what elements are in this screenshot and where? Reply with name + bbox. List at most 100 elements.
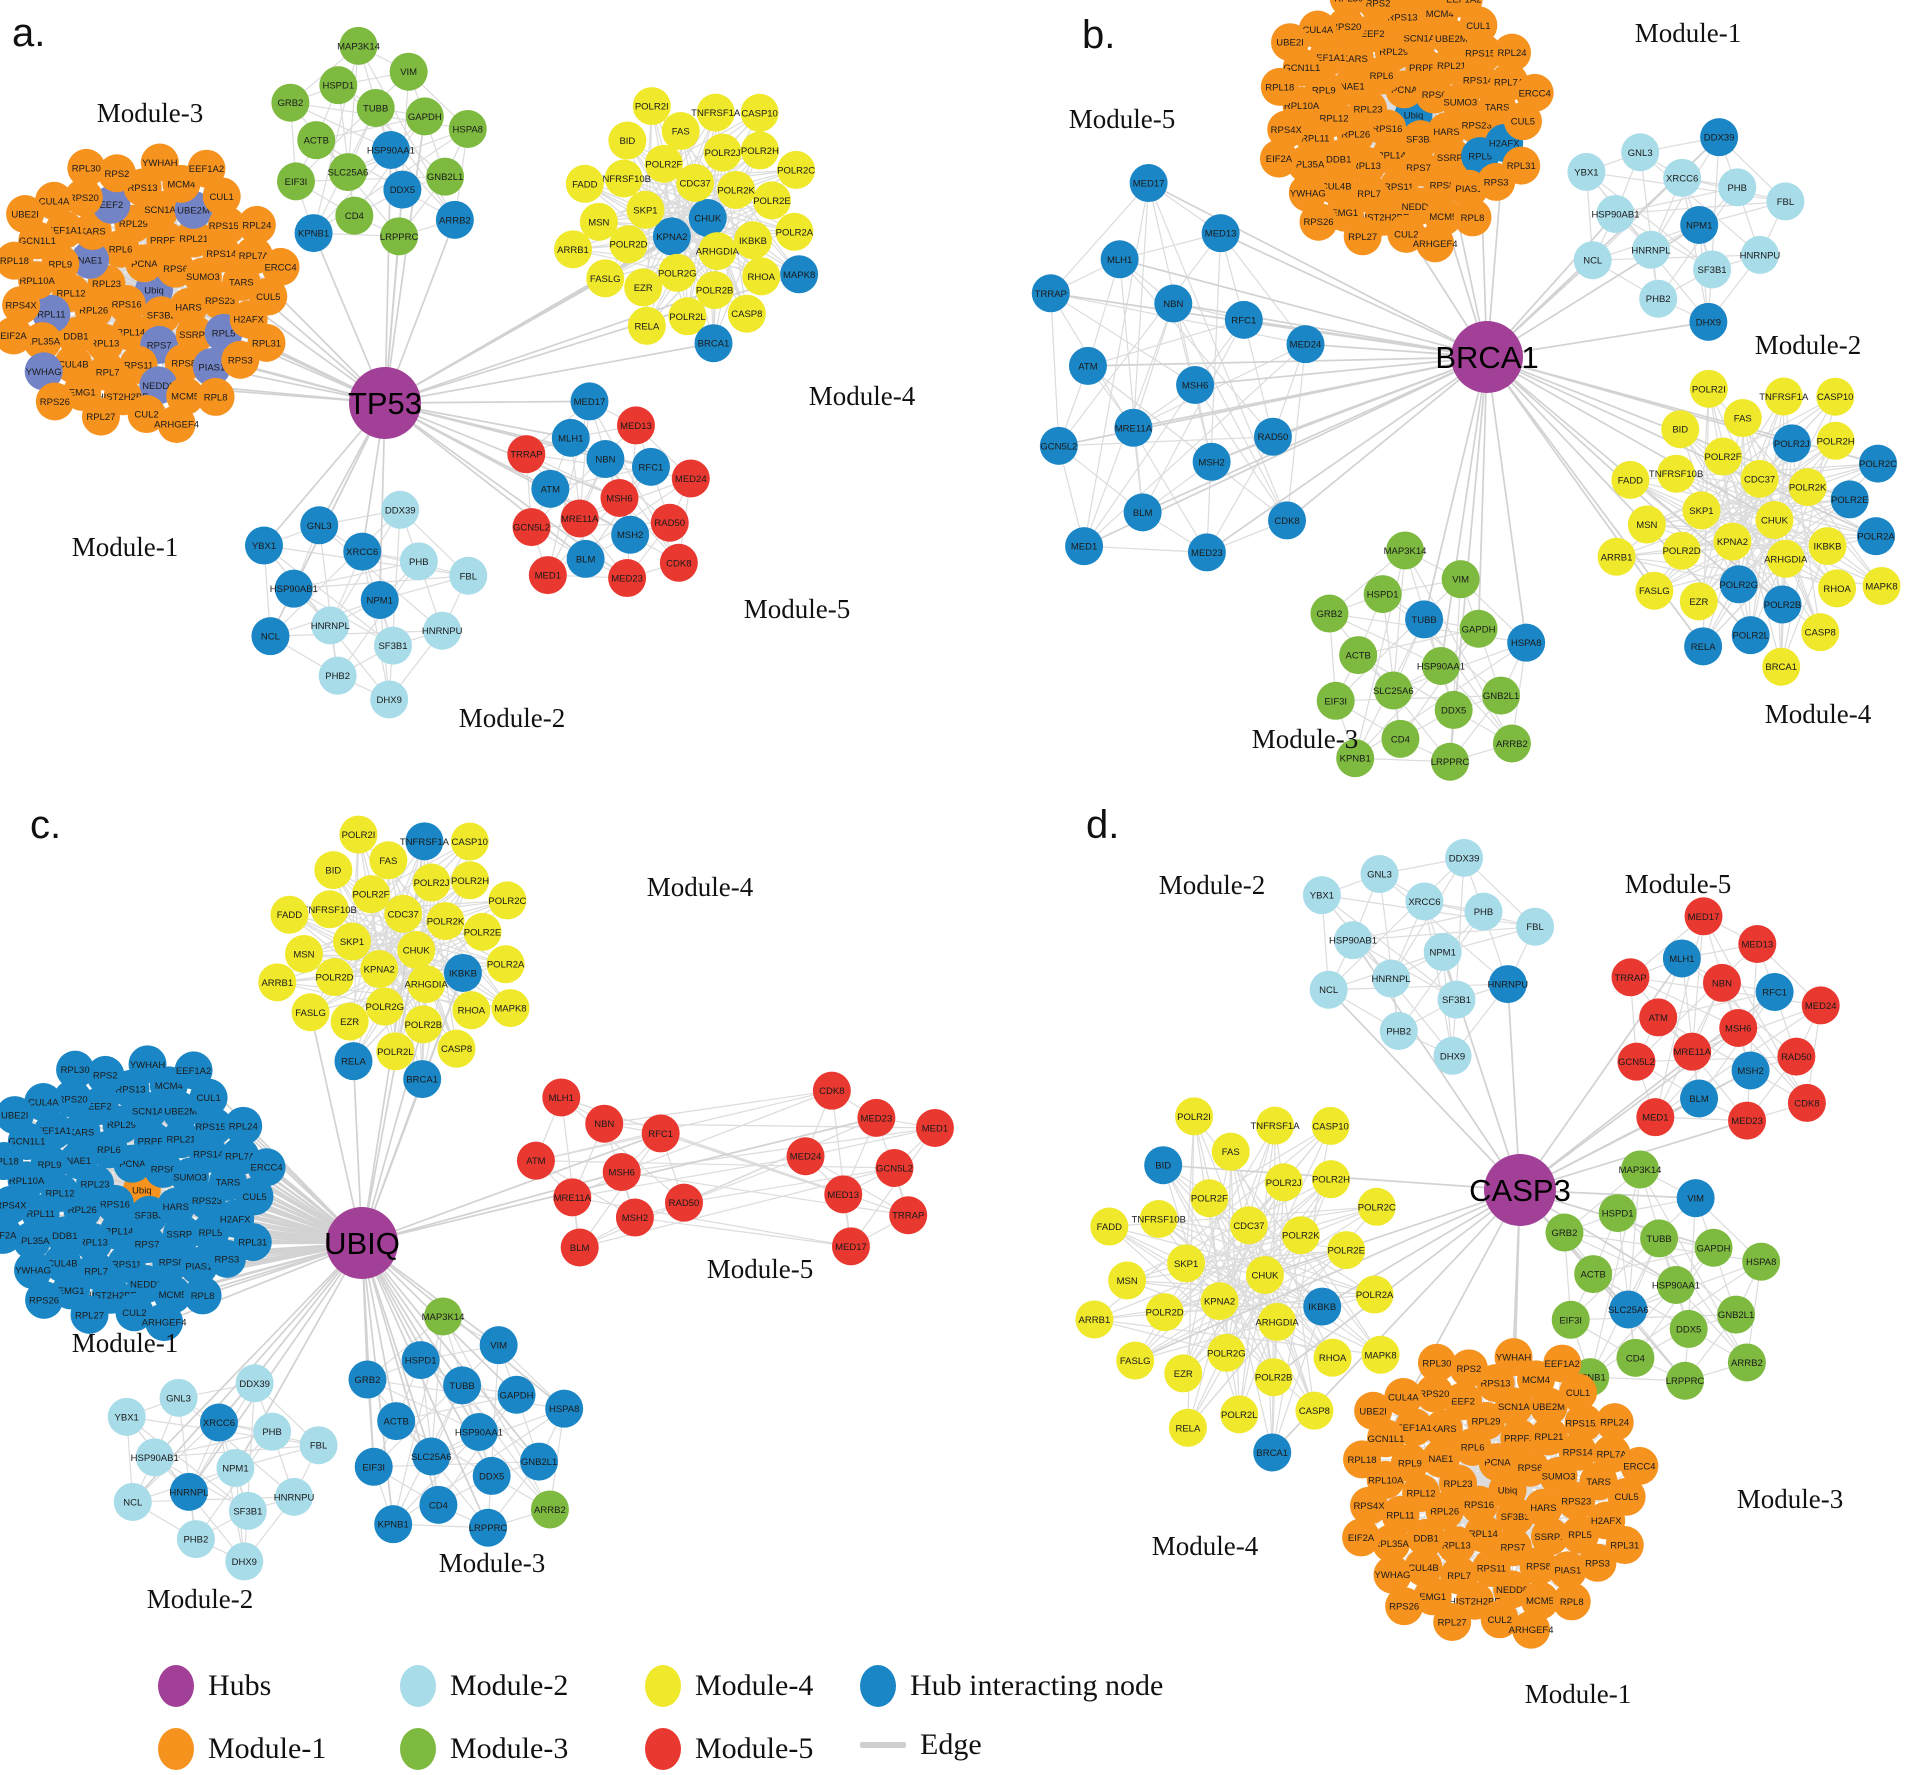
node-RPS8[interactable] — [164, 343, 203, 382]
node-KPNA2[interactable] — [1200, 1282, 1239, 1321]
node-IKBKB[interactable] — [734, 221, 773, 260]
node-VIM[interactable] — [389, 52, 428, 91]
node-SF3B1[interactable] — [228, 1491, 267, 1530]
node-PHB[interactable] — [253, 1412, 292, 1451]
node-GNB2L1[interactable] — [520, 1442, 559, 1481]
node-CUL1[interactable] — [202, 177, 241, 216]
node-MED1[interactable] — [1636, 1098, 1675, 1137]
node-TNFRSF10B[interactable] — [310, 890, 349, 929]
node-CDC37[interactable] — [676, 163, 715, 202]
node-RAD50[interactable] — [1253, 417, 1292, 456]
node-HSPD1[interactable] — [319, 66, 358, 105]
node-KPNA2[interactable] — [652, 217, 691, 256]
node-CD4[interactable] — [1381, 719, 1420, 758]
node-MED1[interactable] — [915, 1108, 954, 1147]
node-TUBB[interactable] — [1405, 600, 1444, 639]
node-ERCC4[interactable] — [261, 247, 300, 286]
node-ATM[interactable] — [531, 469, 570, 508]
node-FAS[interactable] — [1211, 1132, 1250, 1171]
node-MSH2[interactable] — [1731, 1051, 1770, 1090]
node-MED23[interactable] — [857, 1098, 896, 1137]
node-XRCC6[interactable] — [343, 532, 382, 571]
node-CD4[interactable] — [335, 196, 374, 235]
node-XRCC6[interactable] — [199, 1403, 238, 1442]
node-NBN[interactable] — [586, 440, 625, 479]
node-CHUK[interactable] — [1245, 1256, 1284, 1294]
node-VIM[interactable] — [1676, 1179, 1715, 1218]
node-RPL30[interactable] — [67, 148, 106, 187]
node-CDK8[interactable] — [1268, 501, 1307, 540]
node-FASLG[interactable] — [586, 259, 625, 298]
node-SKP1[interactable] — [333, 922, 372, 961]
node-IKBKB[interactable] — [1303, 1287, 1342, 1326]
node-POLR2H[interactable] — [1816, 421, 1855, 460]
node-FAS[interactable] — [369, 841, 408, 880]
node-RPL8[interactable] — [1552, 1582, 1591, 1621]
node-NAE1[interactable] — [71, 240, 110, 279]
node-UBE2I[interactable] — [0, 1096, 34, 1135]
node-TUBB[interactable] — [356, 88, 395, 127]
node-POLR2L[interactable] — [1731, 616, 1770, 655]
node-GRB2[interactable] — [1310, 594, 1349, 633]
node-RPS15A[interactable] — [194, 1107, 233, 1146]
node-EEF1A2[interactable] — [1543, 1344, 1582, 1383]
node-YWHAH[interactable] — [128, 1045, 167, 1084]
node-BRCA1[interactable] — [403, 1060, 442, 1099]
node-MED17[interactable] — [831, 1227, 870, 1266]
node-RPS20[interactable] — [1415, 1374, 1454, 1413]
node-ATM[interactable] — [1639, 998, 1678, 1037]
node-GAPDH[interactable] — [1459, 609, 1498, 648]
node-PRPF3[interactable] — [1405, 48, 1444, 87]
node-TUBB[interactable] — [1640, 1219, 1679, 1258]
node-RHOA[interactable] — [742, 257, 781, 296]
node-RPL18[interactable] — [1343, 1440, 1382, 1479]
node-SLC25A6[interactable] — [412, 1437, 451, 1476]
node-RFC1[interactable] — [1755, 972, 1794, 1011]
node-EIF3I[interactable] — [276, 162, 315, 201]
node-KPNA2[interactable] — [360, 950, 399, 989]
node-POLR2K[interactable] — [1788, 468, 1827, 507]
node-YWHAH[interactable] — [1494, 1338, 1533, 1377]
node-EIF2A[interactable] — [1342, 1518, 1381, 1557]
node-YWHAH[interactable] — [140, 143, 179, 182]
node-LRPPRC[interactable] — [380, 217, 419, 256]
node-POLR2E[interactable] — [1830, 480, 1869, 519]
node-POLR2B[interactable] — [404, 1005, 443, 1044]
node-RPL13[interactable] — [85, 323, 124, 362]
node-CUL2[interactable] — [1387, 214, 1426, 253]
node-MSH6[interactable] — [602, 1153, 641, 1191]
node-YBX1[interactable] — [107, 1397, 146, 1436]
node-RHOA[interactable] — [1818, 569, 1857, 608]
node-FADD[interactable] — [1611, 460, 1650, 499]
node-RPS26[interactable] — [1385, 1587, 1424, 1626]
node-TNFRSF1A[interactable] — [1256, 1106, 1295, 1145]
node-RHOA[interactable] — [1313, 1338, 1352, 1377]
node-POLR2J[interactable] — [1772, 424, 1811, 463]
node-DDX5[interactable] — [472, 1456, 511, 1495]
node-MED1[interactable] — [1065, 527, 1104, 566]
node-HNRNPU[interactable] — [275, 1477, 314, 1516]
node-NPM1[interactable] — [216, 1449, 255, 1487]
node-POLR2A[interactable] — [775, 212, 814, 251]
node-POLR2K[interactable] — [717, 170, 756, 209]
node-POLR2H[interactable] — [740, 131, 779, 170]
node-NCL[interactable] — [1573, 241, 1612, 280]
node-POLR2G[interactable] — [658, 253, 697, 292]
node-GNL3[interactable] — [300, 506, 339, 545]
node-BLM[interactable] — [560, 1228, 599, 1267]
node-POLR2F[interactable] — [1704, 437, 1743, 476]
node-YBX1[interactable] — [1302, 876, 1341, 915]
node-RPL8[interactable] — [196, 377, 235, 416]
node-SSRP1[interactable] — [1530, 1517, 1569, 1556]
node-MLH1[interactable] — [1100, 240, 1139, 279]
node-CUL4A[interactable] — [24, 1083, 63, 1122]
node-RPS26[interactable] — [35, 382, 74, 421]
node-IKBKB[interactable] — [443, 953, 482, 992]
node-POLR2C[interactable] — [488, 881, 527, 920]
node-SSRP1[interactable] — [175, 315, 214, 354]
node-TNFRSF10B[interactable] — [1139, 1200, 1178, 1239]
node-NCL[interactable] — [1309, 970, 1348, 1009]
node-MED13[interactable] — [824, 1175, 863, 1214]
node-EZR[interactable] — [1164, 1354, 1203, 1393]
hub-CASP3[interactable] — [1484, 1154, 1556, 1226]
